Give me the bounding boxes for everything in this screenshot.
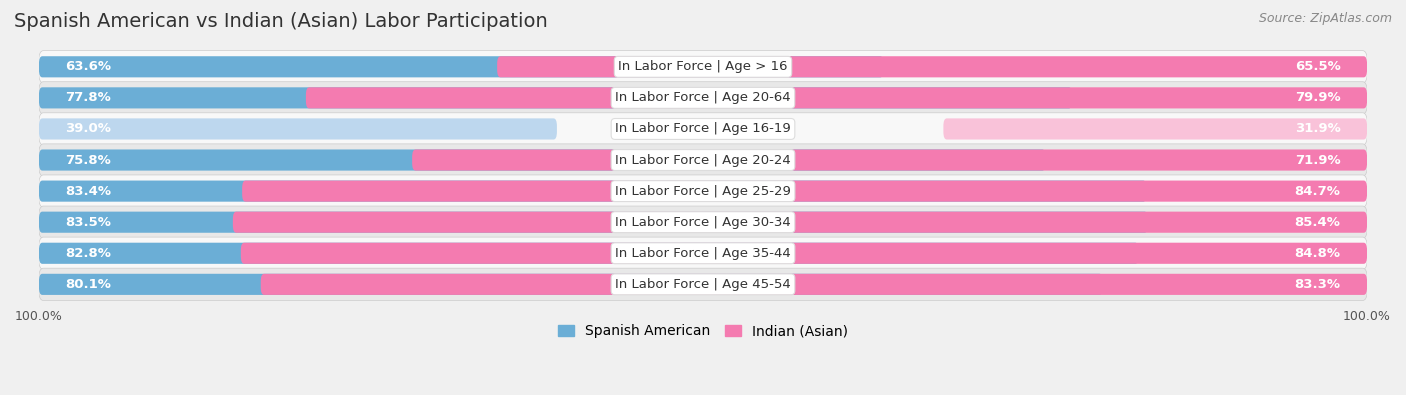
FancyBboxPatch shape <box>39 274 1102 295</box>
Text: 84.8%: 84.8% <box>1295 247 1340 260</box>
Text: 83.5%: 83.5% <box>66 216 111 229</box>
Text: In Labor Force | Age 45-54: In Labor Force | Age 45-54 <box>616 278 790 291</box>
FancyBboxPatch shape <box>39 243 1139 264</box>
FancyBboxPatch shape <box>240 243 1367 264</box>
Text: 82.8%: 82.8% <box>66 247 111 260</box>
FancyBboxPatch shape <box>39 144 1367 176</box>
Legend: Spanish American, Indian (Asian): Spanish American, Indian (Asian) <box>553 319 853 344</box>
Text: 75.8%: 75.8% <box>66 154 111 167</box>
FancyBboxPatch shape <box>498 56 1367 77</box>
FancyBboxPatch shape <box>260 274 1367 295</box>
FancyBboxPatch shape <box>39 113 1367 145</box>
FancyBboxPatch shape <box>233 212 1367 233</box>
Text: Source: ZipAtlas.com: Source: ZipAtlas.com <box>1258 12 1392 25</box>
Text: 63.6%: 63.6% <box>66 60 111 73</box>
FancyBboxPatch shape <box>39 118 557 139</box>
Text: In Labor Force | Age 35-44: In Labor Force | Age 35-44 <box>616 247 790 260</box>
Text: In Labor Force | Age 30-34: In Labor Force | Age 30-34 <box>616 216 790 229</box>
Text: 65.5%: 65.5% <box>1295 60 1340 73</box>
FancyBboxPatch shape <box>307 87 1367 109</box>
FancyBboxPatch shape <box>39 237 1367 269</box>
Text: 71.9%: 71.9% <box>1295 154 1340 167</box>
Text: 85.4%: 85.4% <box>1295 216 1340 229</box>
FancyBboxPatch shape <box>39 56 883 77</box>
FancyBboxPatch shape <box>39 212 1147 233</box>
FancyBboxPatch shape <box>39 181 1147 202</box>
Text: 77.8%: 77.8% <box>66 91 111 104</box>
FancyBboxPatch shape <box>39 149 1046 171</box>
FancyBboxPatch shape <box>39 175 1367 207</box>
Text: In Labor Force | Age 20-24: In Labor Force | Age 20-24 <box>616 154 790 167</box>
Text: 83.4%: 83.4% <box>66 184 111 198</box>
FancyBboxPatch shape <box>242 181 1367 202</box>
Text: 79.9%: 79.9% <box>1295 91 1340 104</box>
FancyBboxPatch shape <box>39 82 1367 114</box>
FancyBboxPatch shape <box>39 206 1367 238</box>
Text: In Labor Force | Age 20-64: In Labor Force | Age 20-64 <box>616 91 790 104</box>
Text: 31.9%: 31.9% <box>1295 122 1340 135</box>
FancyBboxPatch shape <box>39 268 1367 301</box>
Text: 80.1%: 80.1% <box>66 278 111 291</box>
FancyBboxPatch shape <box>412 149 1367 171</box>
Text: In Labor Force | Age 16-19: In Labor Force | Age 16-19 <box>616 122 790 135</box>
Text: 39.0%: 39.0% <box>66 122 111 135</box>
Text: In Labor Force | Age > 16: In Labor Force | Age > 16 <box>619 60 787 73</box>
Text: In Labor Force | Age 25-29: In Labor Force | Age 25-29 <box>614 184 792 198</box>
FancyBboxPatch shape <box>39 87 1073 109</box>
FancyBboxPatch shape <box>943 118 1367 139</box>
Text: Spanish American vs Indian (Asian) Labor Participation: Spanish American vs Indian (Asian) Labor… <box>14 12 548 31</box>
Text: 84.7%: 84.7% <box>1295 184 1340 198</box>
Text: 83.3%: 83.3% <box>1295 278 1340 291</box>
FancyBboxPatch shape <box>39 51 1367 83</box>
